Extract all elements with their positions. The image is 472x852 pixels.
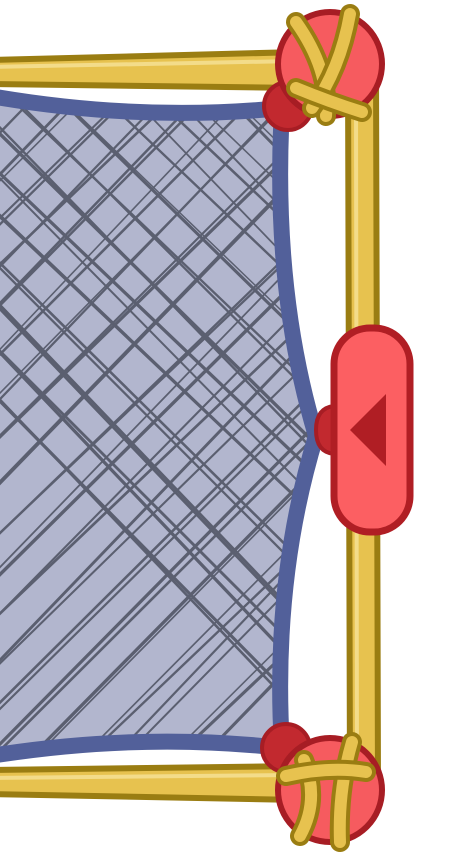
bottom-pole [0, 763, 303, 803]
top-pole [0, 49, 303, 91]
goal-net [0, 0, 340, 852]
rope-knot-icon [262, 4, 385, 132]
collapse-panel-button[interactable] [313, 324, 414, 536]
play-left-arrow-icon [350, 394, 386, 466]
rope-knot-icon [260, 722, 385, 852]
